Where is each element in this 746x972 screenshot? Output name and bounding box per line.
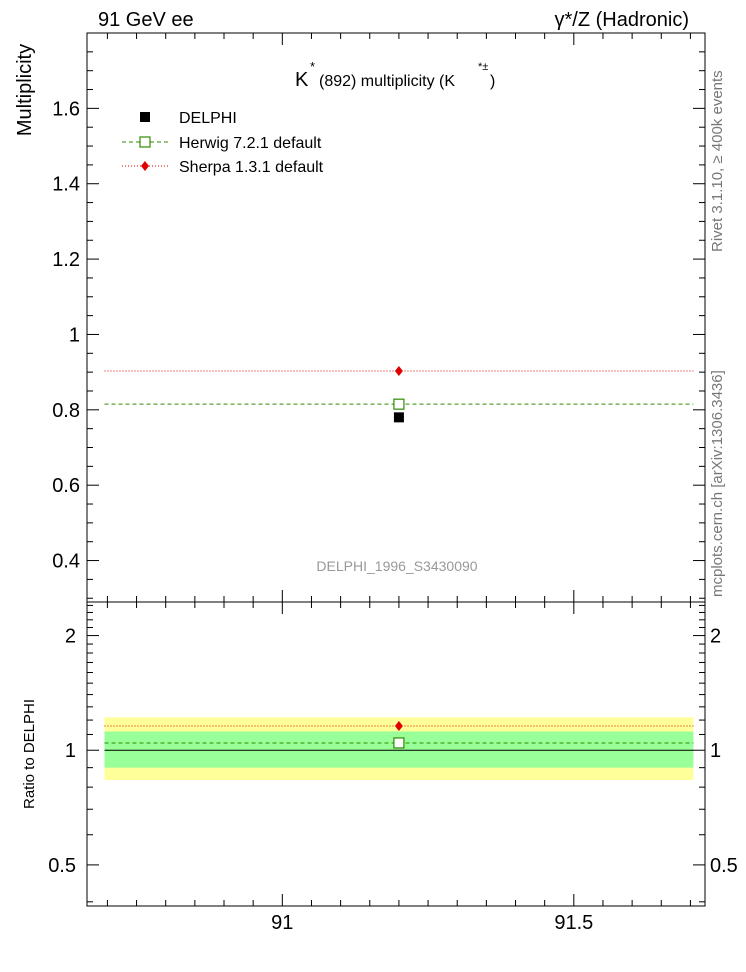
legend-entry-herwig: Herwig 7.2.1 default bbox=[122, 135, 322, 152]
y-tick-label: 1 bbox=[69, 324, 80, 346]
chart-title-k: K bbox=[295, 69, 309, 91]
chart-title-mid: (892) multiplicity (K bbox=[319, 73, 455, 90]
chart-title-sup: *± bbox=[478, 61, 488, 73]
ratio-y-tick-label-right: 0.5 bbox=[710, 855, 738, 877]
mc-point-sherpa bbox=[394, 366, 403, 377]
legend-label-herwig: Herwig 7.2.1 default bbox=[179, 135, 322, 152]
ratio-uncertainty-band bbox=[104, 731, 694, 768]
legend-label-delphi: DELPHI bbox=[179, 110, 237, 127]
chart-watermark: DELPHI_1996_S3430090 bbox=[316, 558, 477, 574]
legend-marker-delphi bbox=[140, 112, 150, 122]
header-right: γ*/Z (Hadronic) bbox=[555, 9, 689, 31]
main-plot-panel: 0.4 0.6 0.8 1 1.2 1.4 1.6 DELPHI_1996_S3430090… bbox=[14, 32, 706, 603]
header-left: 91 GeV ee bbox=[98, 9, 194, 31]
y-axis-label: Multiplicity bbox=[14, 44, 36, 136]
legend-label-sherpa: Sherpa 1.3.1 default bbox=[179, 159, 324, 176]
mc-point-herwig bbox=[393, 737, 405, 749]
ratio-y-tick-label-right: 2 bbox=[710, 626, 721, 648]
ratio-y-tick-label: 1 bbox=[65, 740, 76, 762]
y-tick-label: 1.4 bbox=[52, 174, 80, 196]
legend-entry-delphi: DELPHI bbox=[140, 110, 237, 127]
rivet-version-label: Rivet 3.1.10, ≥ 400k events bbox=[709, 70, 726, 252]
ratio-y-tick-label: 2 bbox=[65, 626, 76, 648]
legend-entry-sherpa: Sherpa 1.3.1 default bbox=[122, 159, 324, 176]
y-tick-label: 1.6 bbox=[52, 98, 80, 120]
ratio-y-tick-label: 0.5 bbox=[48, 855, 76, 877]
legend: DELPHI Herwig 7.2.1 default Sherpa 1.3.1… bbox=[122, 110, 324, 176]
data-point-delphi bbox=[393, 412, 404, 423]
chart-title: K * (892) multiplicity (K *± ) bbox=[295, 59, 495, 91]
ratio-plot-frame bbox=[86, 601, 706, 907]
y-tick-label: 1.2 bbox=[52, 249, 80, 271]
y-tick-label: 0.8 bbox=[52, 400, 80, 422]
ratio-plot-panel: 91 91.5 0.5 0.5 1 1 2 2 Ratio to DELPHI bbox=[21, 601, 738, 934]
legend-marker-sherpa bbox=[141, 161, 149, 171]
x-tick-label: 91 bbox=[271, 912, 293, 934]
ratio-y-axis-label: Ratio to DELPHI bbox=[21, 699, 38, 809]
chart-title-star: * bbox=[310, 59, 315, 74]
chart-title-close: ) bbox=[490, 73, 495, 90]
mc-point-herwig bbox=[393, 398, 405, 410]
ratio-y-tick-label-right: 1 bbox=[710, 740, 721, 762]
mcplots-label: mcplots.cern.ch [arXiv:1306.3436] bbox=[709, 370, 726, 597]
y-tick-label: 0.4 bbox=[52, 551, 80, 573]
x-tick-label: 91.5 bbox=[554, 912, 593, 934]
legend-marker-herwig bbox=[139, 136, 151, 148]
mc-point-sherpa bbox=[394, 720, 403, 731]
y-tick-label: 0.6 bbox=[52, 475, 80, 497]
